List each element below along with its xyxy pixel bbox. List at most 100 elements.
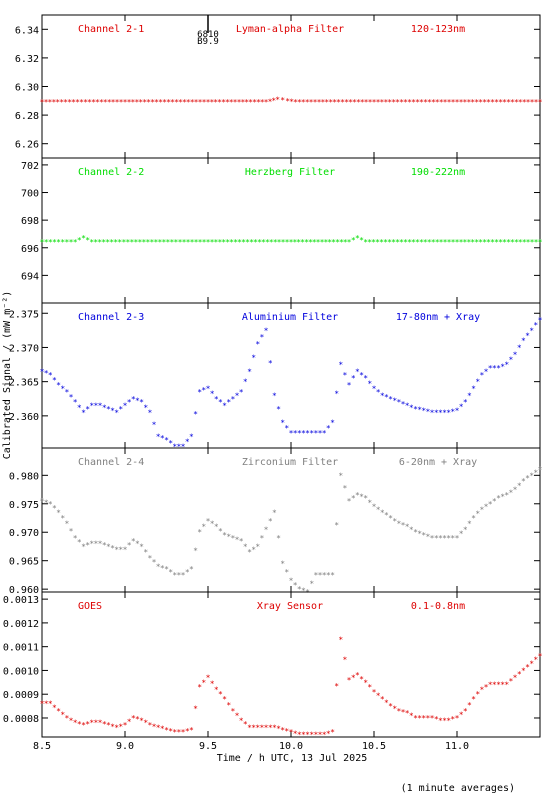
- data-point: *: [89, 719, 94, 728]
- data-point: *: [152, 420, 157, 429]
- data-point: *: [77, 403, 82, 412]
- data-point: *: [506, 98, 511, 107]
- data-point: *: [271, 96, 276, 105]
- data-point: *: [342, 371, 347, 380]
- data-point: *: [149, 238, 154, 247]
- data-point: *: [135, 715, 140, 724]
- data-point: *: [48, 700, 53, 709]
- data-point: *: [160, 564, 165, 573]
- data-point: *: [450, 407, 455, 416]
- data-point: *: [334, 521, 339, 530]
- data-point: *: [359, 493, 364, 502]
- data-point: *: [318, 731, 323, 740]
- series-markers: ****************************************…: [40, 234, 543, 247]
- data-point: *: [474, 238, 479, 247]
- data-point: *: [150, 98, 155, 107]
- data-point: *: [401, 400, 406, 409]
- data-point: *: [241, 238, 246, 247]
- data-point: *: [77, 236, 82, 245]
- data-point: *: [334, 682, 339, 691]
- data-point: *: [396, 398, 401, 407]
- data-point: *: [264, 525, 269, 534]
- data-point: *: [323, 238, 328, 247]
- panels-group: 6.26 6.28 6.30 6.32 6.34 Channel 2-1 Lyman-alp…: [3, 14, 543, 752]
- data-point: *: [504, 491, 509, 500]
- data-point: *: [331, 238, 336, 247]
- data-point: *: [146, 98, 151, 107]
- data-point: *: [235, 712, 240, 721]
- data-point: *: [340, 98, 345, 107]
- data-point: *: [439, 238, 444, 247]
- y-tick-label: 6.28: [15, 111, 39, 122]
- data-point: *: [297, 731, 302, 740]
- data-point: *: [87, 98, 92, 107]
- data-point: *: [147, 554, 152, 563]
- data-point: *: [486, 98, 491, 107]
- data-point: *: [257, 238, 262, 247]
- data-point: *: [351, 236, 356, 245]
- data-point: *: [194, 238, 199, 247]
- data-point: *: [280, 560, 285, 569]
- data-point: *: [102, 541, 107, 550]
- data-point: *: [409, 403, 414, 412]
- data-point: *: [164, 565, 169, 574]
- data-point: *: [93, 402, 98, 411]
- data-point: *: [143, 719, 148, 728]
- data-point: *: [251, 354, 256, 363]
- data-point: *: [239, 388, 244, 397]
- data-point: *: [324, 98, 329, 107]
- data-point: *: [101, 238, 106, 247]
- data-point: *: [384, 699, 389, 708]
- data-point: *: [297, 429, 302, 438]
- data-point: *: [272, 508, 277, 517]
- data-point: *: [538, 238, 543, 247]
- data-point: *: [198, 238, 203, 247]
- data-point: *: [44, 700, 49, 709]
- data-point: *: [297, 585, 302, 594]
- data-point: *: [206, 238, 211, 247]
- data-point: *: [135, 540, 140, 549]
- data-point: *: [322, 571, 327, 580]
- data-point: *: [305, 731, 310, 740]
- data-point: *: [64, 714, 69, 723]
- data-point: *: [239, 716, 244, 725]
- data-point: *: [265, 238, 270, 247]
- data-point: *: [230, 707, 235, 716]
- panel-range-label: 190-222nm: [411, 167, 465, 178]
- data-point: *: [281, 238, 286, 247]
- data-point: *: [217, 98, 222, 107]
- data-point: *: [161, 238, 166, 247]
- data-point: *: [327, 238, 332, 247]
- data-point: *: [392, 397, 397, 406]
- data-point: *: [252, 98, 257, 107]
- data-point: *: [533, 656, 538, 665]
- data-point: *: [93, 719, 98, 728]
- data-point: *: [237, 238, 242, 247]
- data-point: *: [178, 238, 183, 247]
- data-point: *: [73, 238, 78, 247]
- y-tick-label: 2.360: [9, 412, 39, 423]
- data-point: *: [106, 405, 111, 414]
- data-point: *: [372, 688, 377, 697]
- data-point: *: [233, 98, 238, 107]
- data-point: *: [388, 395, 393, 404]
- data-point: *: [255, 724, 260, 733]
- data-point: *: [301, 587, 306, 596]
- y-tick-label: 694: [21, 271, 39, 282]
- data-point: *: [312, 238, 317, 247]
- data-point: *: [152, 722, 157, 731]
- data-point: *: [117, 238, 122, 247]
- data-point: *: [359, 675, 364, 684]
- data-point: *: [253, 238, 258, 247]
- data-point: *: [367, 683, 372, 692]
- data-point: *: [71, 98, 76, 107]
- data-point: *: [371, 238, 376, 247]
- data-point: *: [533, 321, 538, 330]
- data-point: *: [79, 98, 84, 107]
- data-point: *: [218, 398, 223, 407]
- data-point: *: [260, 98, 265, 107]
- panel-channel-label: Channel 2-3: [78, 312, 144, 323]
- data-point: *: [488, 681, 493, 690]
- data-point: *: [81, 721, 86, 730]
- data-point: *: [114, 545, 119, 554]
